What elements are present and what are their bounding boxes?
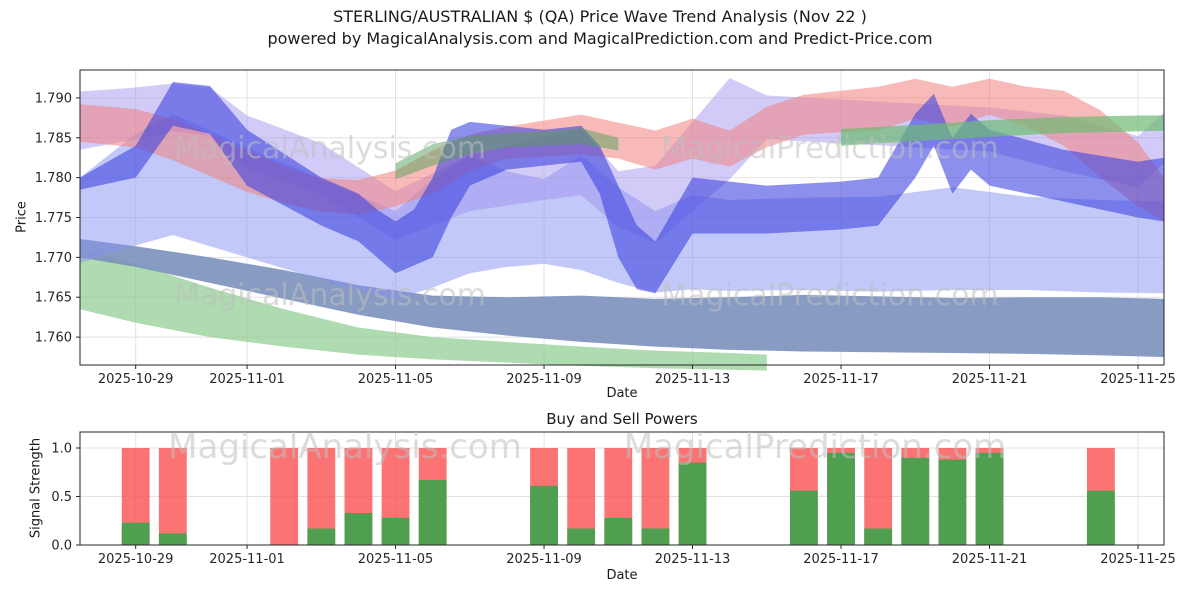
buy-power-bar (938, 459, 967, 545)
date-axis-label-top: Date (606, 386, 638, 401)
x-tick-label: 2025-11-13 (655, 552, 731, 567)
chart-title: STERLING/AUSTRALIAN $ (QA) Price Wave Tr… (333, 7, 867, 26)
y-tick-label: 0.5 (51, 490, 72, 505)
buy-power-bar (604, 517, 633, 545)
royal-blue-main-band (80, 81, 1164, 294)
x-tick-label: 2025-11-09 (506, 552, 582, 567)
y-tick-label: 1.760 (35, 331, 72, 346)
watermark: MagicalPrediction.com (661, 278, 999, 313)
x-tick-label: 2025-11-17 (803, 372, 879, 387)
buy-power-bar (381, 517, 410, 545)
watermark: MagicalPrediction.com (661, 131, 999, 166)
watermark: MagicalAnalysis.com (174, 278, 486, 313)
x-tick-label: 2025-11-05 (358, 552, 434, 567)
buy-power-bar (567, 528, 596, 545)
buy-power-bar (307, 528, 336, 545)
x-tick-label: 2025-11-01 (209, 372, 285, 387)
price-axis-label: Price (14, 201, 30, 233)
y-tick-label: 1.0 (51, 442, 72, 457)
chart-subtitle: powered by MagicalAnalysis.com and Magic… (267, 29, 933, 48)
x-tick-label: 2025-11-21 (952, 372, 1028, 387)
buy-power-bar (121, 522, 150, 545)
y-tick-label: 1.775 (35, 211, 72, 226)
watermark: MagicalAnalysis.com (174, 131, 486, 166)
x-tick-label: 2025-10-29 (98, 552, 174, 567)
y-tick-label: 1.780 (35, 171, 72, 186)
price-wave-trend: 2025-10-29 2025-11-01 2025-11-05 2025-11-09… (35, 69, 1176, 387)
sell-power-bar (158, 448, 187, 545)
green-mid-band (395, 128, 619, 180)
x-tick-label: 2025-10-29 (98, 372, 174, 387)
x-tick-label: 2025-11-21 (952, 552, 1028, 567)
watermark: MagicalPrediction.com (624, 427, 1007, 467)
buy-power-bar (344, 512, 373, 545)
red-band (80, 78, 1164, 221)
buy-power-bar (641, 528, 670, 545)
buy-power-bar (418, 480, 447, 545)
buy-power-bar (975, 452, 1004, 545)
buy-power-bar (530, 485, 558, 545)
buy-power-bar (678, 462, 707, 545)
y-tick-label: 1.765 (35, 291, 72, 306)
date-axis-label-bottom: Date (606, 568, 638, 583)
plot-frame (79, 431, 1165, 546)
x-tick-label: 2025-11-17 (803, 552, 879, 567)
sell-power-bar (270, 448, 299, 545)
x-tick-label: 2025-11-05 (358, 372, 434, 387)
buy-sell-powers: 2025-10-29 2025-11-01 2025-11-05 2025-11-09… (51, 427, 1175, 567)
buy-power-bar (1086, 490, 1115, 545)
signal-strength-axis-label: Signal Strength (28, 437, 44, 539)
watermark: MagicalAnalysis.com (168, 427, 522, 467)
y-tick-label: 1.785 (35, 131, 72, 146)
x-tick-label: 2025-11-25 (1100, 552, 1176, 567)
buy-power-bar (827, 452, 855, 545)
steel-blue-lower-band (80, 239, 1164, 358)
bottom-chart-title: Buy and Sell Powers (546, 410, 698, 428)
buy-power-bar (864, 528, 893, 545)
buy-power-bar (901, 457, 930, 545)
y-tick-label: 1.770 (35, 251, 72, 266)
green-right-band (841, 115, 1164, 146)
buy-power-bar (789, 490, 818, 545)
x-tick-label: 2025-11-25 (1100, 372, 1176, 387)
y-tick-label: 0.0 (51, 539, 72, 554)
y-tick-label: 1.790 (35, 91, 72, 106)
green-lower-band (80, 247, 767, 371)
x-tick-label: 2025-11-01 (209, 552, 285, 567)
x-tick-label: 2025-11-09 (506, 372, 582, 387)
x-tick-label: 2025-11-13 (655, 372, 731, 387)
buy-power-bar (158, 533, 187, 545)
